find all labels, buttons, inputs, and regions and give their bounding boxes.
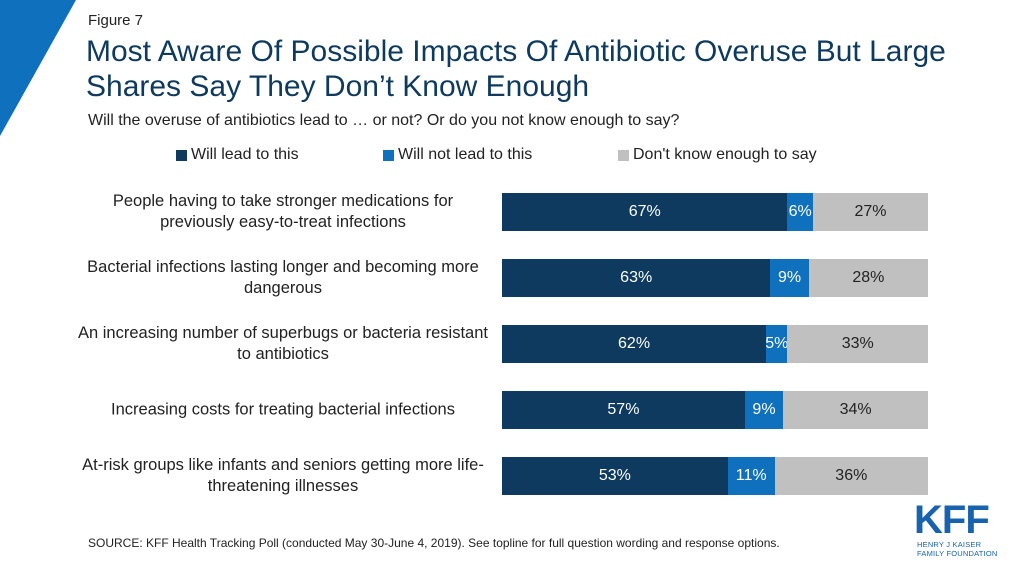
value-label: 34% — [839, 401, 872, 418]
legend-label: Will not lead to this — [398, 146, 533, 163]
bar-segment — [783, 391, 928, 429]
bar-segment — [502, 259, 771, 297]
value-label: 33% — [841, 335, 874, 352]
legend-label: Don't know enough to say — [633, 146, 817, 163]
value-label: 62% — [618, 335, 651, 352]
value-label: 27% — [854, 203, 887, 220]
value-label: 28% — [852, 269, 885, 286]
value-label: 9% — [777, 269, 802, 286]
bar-segment — [770, 259, 809, 297]
value-label: 63% — [620, 269, 653, 286]
category-label: At-risk groups like infants and seniors … — [82, 456, 484, 495]
bar-segment — [502, 193, 788, 231]
legend-swatch — [618, 150, 629, 161]
corner-shape — [0, 0, 76, 136]
value-label: 36% — [835, 467, 868, 484]
legend-swatch — [383, 150, 394, 161]
logo: KFF — [914, 498, 990, 542]
chart-title: Most Aware Of Possible Impacts Of Antibi… — [86, 35, 946, 103]
bar-segment — [502, 391, 745, 429]
bar-segment — [812, 193, 928, 231]
bar-segment — [774, 457, 928, 495]
bar-segment — [502, 457, 728, 495]
bar-segment — [502, 325, 767, 363]
value-label: 53% — [598, 467, 631, 484]
category-label: People having to take stronger medicatio… — [112, 192, 454, 231]
category-label: Increasing costs for treating bacterial … — [111, 400, 455, 419]
bar-segment — [787, 193, 813, 231]
value-label: 9% — [752, 401, 776, 418]
bar-segment — [744, 391, 784, 429]
value-label: 11% — [735, 467, 767, 484]
legend-swatch — [176, 150, 187, 161]
value-label: 6% — [788, 203, 812, 220]
chart-subtitle: Will the overuse of antibiotics lead to … — [88, 112, 680, 129]
bar-segment — [727, 457, 775, 495]
logo-text: HENRY J KAISER — [917, 540, 982, 549]
bar-segment — [766, 325, 788, 363]
value-label: 57% — [607, 401, 640, 418]
bar-segment — [787, 325, 928, 363]
legend-label: Will lead to this — [191, 146, 299, 163]
value-label: 67% — [628, 203, 661, 220]
source-note: SOURCE: KFF Health Tracking Poll (conduc… — [88, 536, 780, 550]
category-label: Bacterial infections lasting longer and … — [87, 258, 479, 297]
corner-triangle — [0, 0, 76, 136]
logo-text: FAMILY FOUNDATION — [917, 549, 998, 558]
bar-segment — [808, 259, 928, 297]
value-label: 5% — [765, 335, 789, 352]
figure-label: Figure 7 — [88, 12, 144, 29]
category-label: An increasing number of superbugs or bac… — [78, 324, 488, 363]
